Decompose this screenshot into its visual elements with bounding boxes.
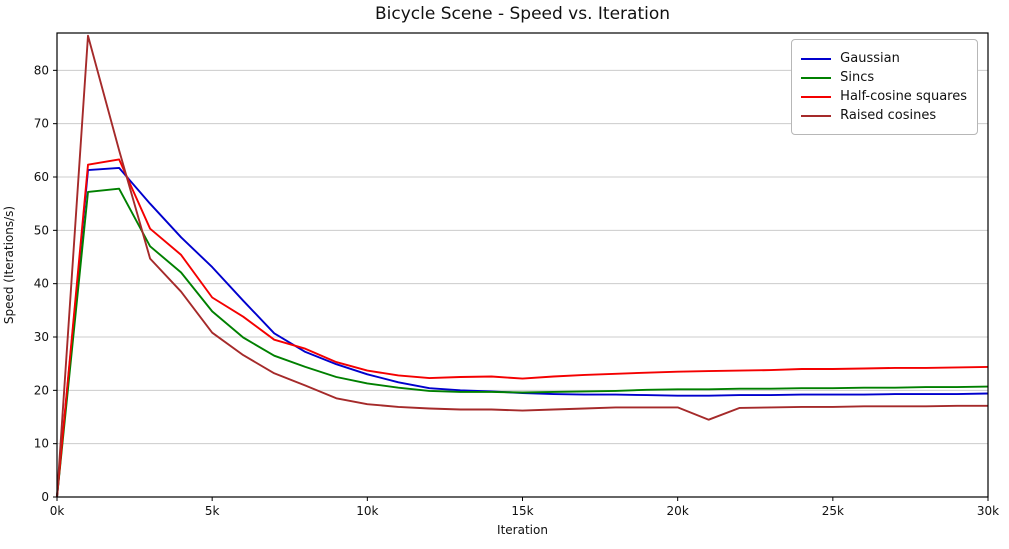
x-tick-label: 30k bbox=[977, 504, 999, 518]
series-line-gaussian bbox=[56, 166, 989, 498]
legend-label: Half-cosine squares bbox=[840, 89, 967, 104]
chart-title: Bicycle Scene - Speed vs. Iteration bbox=[374, 4, 671, 24]
y-tick-label: 10 bbox=[34, 437, 49, 451]
y-tick-label: 60 bbox=[34, 170, 49, 184]
y-axis-label: Speed (Iterations/s) bbox=[2, 205, 16, 325]
legend-item: Raised cosines bbox=[801, 108, 967, 123]
x-axis-label: Iteration bbox=[497, 523, 548, 537]
x-tick-label: 25k bbox=[822, 504, 844, 518]
y-tick-label: 70 bbox=[34, 117, 49, 131]
x-tick-label: 10k bbox=[356, 504, 378, 518]
x-tick-label: 5k bbox=[205, 504, 220, 518]
legend-label: Raised cosines bbox=[840, 108, 937, 123]
y-tick-label: 80 bbox=[34, 63, 49, 77]
legend-item: Gaussian bbox=[801, 51, 967, 66]
legend-label: Sincs bbox=[840, 70, 875, 85]
legend-swatch bbox=[801, 76, 832, 79]
x-tick-label: 15k bbox=[511, 504, 533, 518]
y-tick-label: 0 bbox=[41, 490, 49, 504]
legend-swatch bbox=[801, 57, 832, 60]
y-tick-label: 40 bbox=[34, 277, 49, 291]
legend-swatch bbox=[801, 95, 832, 98]
y-tick-label: 20 bbox=[34, 383, 49, 397]
x-tick-label: 0k bbox=[50, 504, 65, 518]
series-line-half-cosine-squares bbox=[56, 158, 989, 498]
legend-item: Half-cosine squares bbox=[801, 89, 967, 104]
series-line-raised-cosines bbox=[56, 34, 988, 498]
legend-swatch bbox=[801, 114, 832, 117]
legend: Gaussian Sincs Half-cosine squares Raised c… bbox=[791, 39, 978, 135]
y-tick-label: 50 bbox=[34, 223, 49, 237]
legend-item: Sincs bbox=[801, 70, 967, 85]
y-tick-label: 30 bbox=[34, 330, 49, 344]
series-line-sincs bbox=[56, 187, 989, 498]
legend-label: Gaussian bbox=[840, 51, 900, 66]
x-tick-label: 20k bbox=[667, 504, 689, 518]
